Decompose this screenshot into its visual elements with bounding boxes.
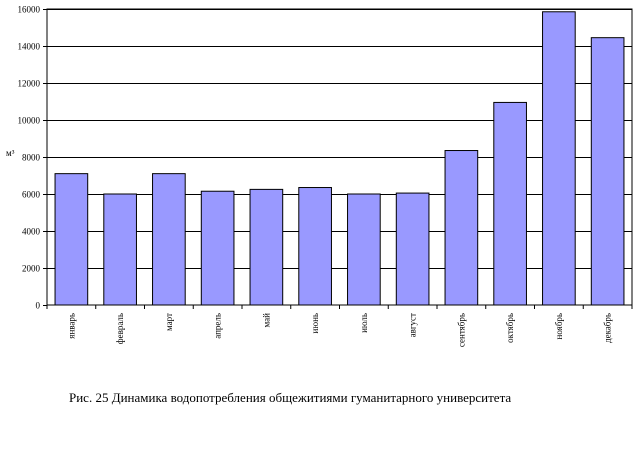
bar-7 [395,192,430,306]
bar-8 [444,150,479,306]
x-tick-label: февраль [115,313,125,344]
x-tick-labels: январь февраль март апрель май июнь июль август… [66,313,612,347]
x-tick-label: ноябрь [554,313,564,339]
y-tick-label: 12000 [18,79,41,89]
x-tick-label: апрель [213,313,223,339]
bar-5 [298,187,332,306]
x-tick-label: июнь [310,313,320,333]
bar-3 [200,190,235,306]
x-tick-label: сентябрь [456,313,466,347]
y-tick-labels: 0 2000 4000 6000 8000 10000 12000 14000 16000 [18,5,41,311]
bars [54,11,625,306]
axes [43,8,633,309]
x-tick-label: июль [359,313,369,333]
y-tick-label: 4000 [22,227,41,237]
x-tick-label: август [408,313,418,337]
bar-2 [152,173,186,306]
y-tick-label: 6000 [22,190,41,200]
y-tick-label: 16000 [18,5,41,15]
bar-1 [103,193,137,306]
y-tick-label: 2000 [22,264,41,274]
x-tick-label: март [164,313,174,331]
y-tick-label: 10000 [18,116,41,126]
bar-6 [347,193,381,306]
gridlines [47,9,632,269]
bar-chart: 0 2000 4000 6000 8000 10000 12000 14000 16000 ян… [6,5,633,347]
x-tick-label: октябрь [505,313,515,343]
bar-4 [249,188,284,306]
x-tick-label: январь [66,313,76,339]
y-tick-label: 8000 [22,153,41,163]
bar-0 [54,173,89,306]
y-tick-label: 14000 [18,42,41,52]
figure-caption: Рис. 25 Динамика водопотребления общежит… [69,390,512,405]
bar-10 [542,11,576,306]
bar-11 [590,37,625,306]
x-tick-label: декабрь [603,313,613,343]
bar-9 [493,101,527,306]
y-tick-label: 0 [36,301,41,311]
y-axis-unit-label: м³ [6,148,15,158]
x-tick-label: май [261,313,271,328]
